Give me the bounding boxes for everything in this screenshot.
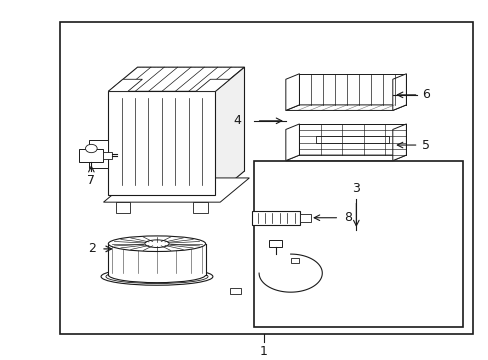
Bar <box>300 213 310 222</box>
Bar <box>251 211 300 225</box>
Bar <box>290 257 299 263</box>
Bar <box>103 152 112 159</box>
Bar <box>116 202 130 212</box>
Bar <box>268 239 282 247</box>
Polygon shape <box>108 91 215 195</box>
Circle shape <box>85 144 97 153</box>
Text: 4: 4 <box>233 114 241 127</box>
Polygon shape <box>196 79 229 91</box>
Polygon shape <box>299 74 406 105</box>
Ellipse shape <box>101 268 212 285</box>
Polygon shape <box>392 74 406 111</box>
Polygon shape <box>285 74 299 111</box>
Polygon shape <box>392 124 406 161</box>
Bar <box>60 22 472 334</box>
Polygon shape <box>89 140 108 167</box>
Polygon shape <box>103 178 249 202</box>
Polygon shape <box>108 79 142 91</box>
Ellipse shape <box>144 240 169 248</box>
Polygon shape <box>285 105 406 111</box>
Text: 2: 2 <box>88 242 96 255</box>
Text: 3: 3 <box>352 182 360 195</box>
Bar <box>254 161 462 327</box>
Ellipse shape <box>108 236 205 252</box>
Polygon shape <box>285 155 406 161</box>
Polygon shape <box>108 67 244 91</box>
Polygon shape <box>215 67 244 195</box>
Text: 8: 8 <box>344 211 351 224</box>
Polygon shape <box>285 124 299 161</box>
Bar <box>108 244 205 275</box>
Text: 7: 7 <box>87 175 95 188</box>
Polygon shape <box>299 124 406 155</box>
Bar <box>79 149 103 162</box>
Ellipse shape <box>108 267 205 283</box>
Text: 6: 6 <box>421 88 429 102</box>
Bar <box>229 288 240 294</box>
Text: 1: 1 <box>260 345 267 358</box>
Text: 5: 5 <box>421 139 429 152</box>
Bar <box>193 202 207 212</box>
